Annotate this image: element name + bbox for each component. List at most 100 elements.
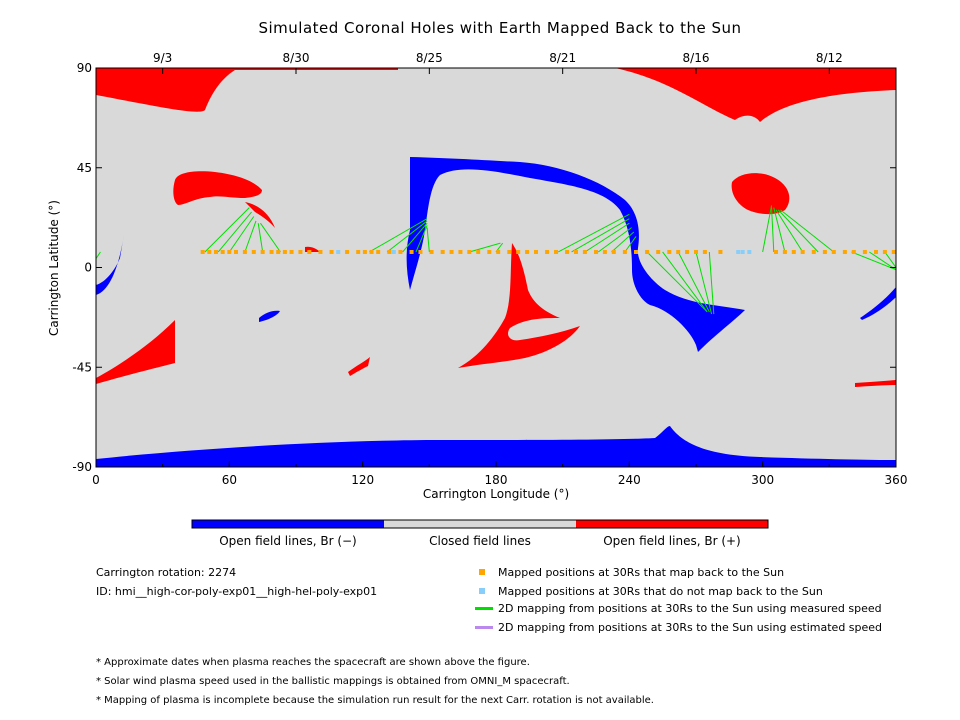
mapped-point-48 xyxy=(645,249,650,254)
mapping-line-27 xyxy=(775,209,804,253)
mapped-point-4 xyxy=(227,249,232,254)
mapping-line-10 xyxy=(426,227,430,253)
unmapped-point-4 xyxy=(747,249,752,254)
x-tick-label-4: 240 xyxy=(618,473,641,487)
mapped-point-43 xyxy=(594,249,598,254)
date-tick-label-0: 9/3 xyxy=(153,51,172,65)
mapped-point-42 xyxy=(582,249,587,254)
mapped-point-47 xyxy=(634,249,638,254)
south-polar-hole-negative xyxy=(96,426,896,467)
colorbar: Open field lines, Br (−) Closed field lin… xyxy=(191,519,769,548)
mapped-legend-label: Mapped positions at 30Rs that map back t… xyxy=(498,566,785,579)
y-tick-label-2: 0 xyxy=(84,261,92,275)
mapped-point-38 xyxy=(545,249,550,254)
mapping-line-19 xyxy=(646,251,708,313)
small-negative-spot xyxy=(259,310,280,322)
x-tick-label-0: 0 xyxy=(92,473,100,487)
mapped-point-34 xyxy=(507,249,512,254)
unmapped-point-1 xyxy=(391,249,396,254)
mapping-line-11 xyxy=(469,242,501,253)
mapped-point-62 xyxy=(831,249,836,254)
mapping-line-8 xyxy=(402,222,428,253)
mapped-point-36 xyxy=(525,249,530,254)
colorbar-label-0: Open field lines, Br (−) xyxy=(219,534,357,548)
mapped-point-2 xyxy=(214,249,218,254)
southeast-positive-patch xyxy=(855,380,896,387)
mapping-line-31 xyxy=(869,251,897,271)
mapping-line-18 xyxy=(624,236,637,253)
mapping-line-21 xyxy=(677,251,710,313)
mapped-point-63 xyxy=(842,249,847,254)
mapping-line-24 xyxy=(762,205,773,253)
mapped-point-17 xyxy=(345,249,350,254)
mapped-point-52 xyxy=(685,249,690,254)
mapped-point-16 xyxy=(329,249,334,254)
mapped-point-7 xyxy=(251,249,256,254)
north-polar-hole-positive-east xyxy=(615,68,896,122)
mapping-line-6 xyxy=(369,218,428,253)
mapped-point-13 xyxy=(298,249,303,254)
mapping-line-2 xyxy=(228,216,255,253)
mapped-point-22 xyxy=(387,249,392,254)
mapped-point-37 xyxy=(534,249,538,254)
mapped-point-29 xyxy=(458,249,463,254)
colorbar-segment-0 xyxy=(192,520,384,528)
x-tick-label-3: 180 xyxy=(485,473,508,487)
x-tick-label-2: 120 xyxy=(351,473,374,487)
mapping-line-1 xyxy=(217,211,252,253)
mapping-line-7 xyxy=(386,220,428,253)
mapping-line-9 xyxy=(415,225,428,253)
x-tick-label-1: 60 xyxy=(222,473,237,487)
colorbar-segment-1 xyxy=(384,520,576,528)
mapped-point-15 xyxy=(318,249,323,254)
mapped-point-60 xyxy=(811,249,816,254)
mapped-point-31 xyxy=(476,249,481,254)
unmapped-point-2 xyxy=(736,249,741,254)
mapping-line-5 xyxy=(260,222,281,253)
measured-legend-label: 2D mapping from positions at 30Rs to the… xyxy=(498,602,882,615)
mapping-line-16 xyxy=(597,227,632,253)
plot-background xyxy=(96,68,896,467)
mapping-line-28 xyxy=(777,209,819,253)
mapped-point-56 xyxy=(774,249,778,254)
mapped-point-66 xyxy=(874,249,878,254)
west-edge-negative-hole xyxy=(96,234,124,295)
mapping-line-13 xyxy=(557,213,630,253)
mapped-point-1 xyxy=(207,249,212,254)
mapped-point-6 xyxy=(242,249,247,254)
mapped-point-33 xyxy=(496,249,501,254)
mapped-point-32 xyxy=(487,249,492,254)
mapped-legend-swatch xyxy=(479,569,485,575)
mapping-line-33 xyxy=(95,251,101,259)
date-tick-label-4: 8/16 xyxy=(683,51,710,65)
mapped-point-41 xyxy=(574,249,578,254)
north-positive-patch xyxy=(173,171,262,205)
measured-legend-swatch xyxy=(475,607,493,610)
mapped-point-26 xyxy=(429,249,434,254)
mapped-point-21 xyxy=(376,249,381,254)
date-tick-label-3: 8/21 xyxy=(549,51,576,65)
x-tick-label-6: 360 xyxy=(885,473,908,487)
unmapped-point-3 xyxy=(740,249,745,254)
chart-title: Simulated Coronal Holes with Earth Mappe… xyxy=(258,19,742,37)
y-axis-ticks: 90 45 0 -45 -90 xyxy=(72,61,896,474)
mapping-line-23 xyxy=(708,251,715,315)
mapped-point-58 xyxy=(791,249,796,254)
mapping-line-4 xyxy=(257,223,264,253)
estimated-legend-label: 2D mapping from positions at 30Rs to the… xyxy=(498,621,883,634)
mapping-line-26 xyxy=(773,207,786,253)
mapped-point-14 xyxy=(307,249,312,254)
mapped-points xyxy=(200,249,896,254)
mapped-point-55 xyxy=(718,249,723,254)
mapped-point-45 xyxy=(611,249,616,254)
mapping-line-3 xyxy=(244,220,257,253)
mapped-point-5 xyxy=(234,249,238,254)
mapped-point-20 xyxy=(369,249,374,254)
mapped-point-27 xyxy=(440,249,445,254)
y-tick-label-3: -45 xyxy=(72,360,92,374)
mapped-point-30 xyxy=(467,249,472,254)
mapped-point-28 xyxy=(449,249,454,254)
mapped-point-12 xyxy=(289,249,294,254)
colorbar-frame xyxy=(191,519,769,529)
